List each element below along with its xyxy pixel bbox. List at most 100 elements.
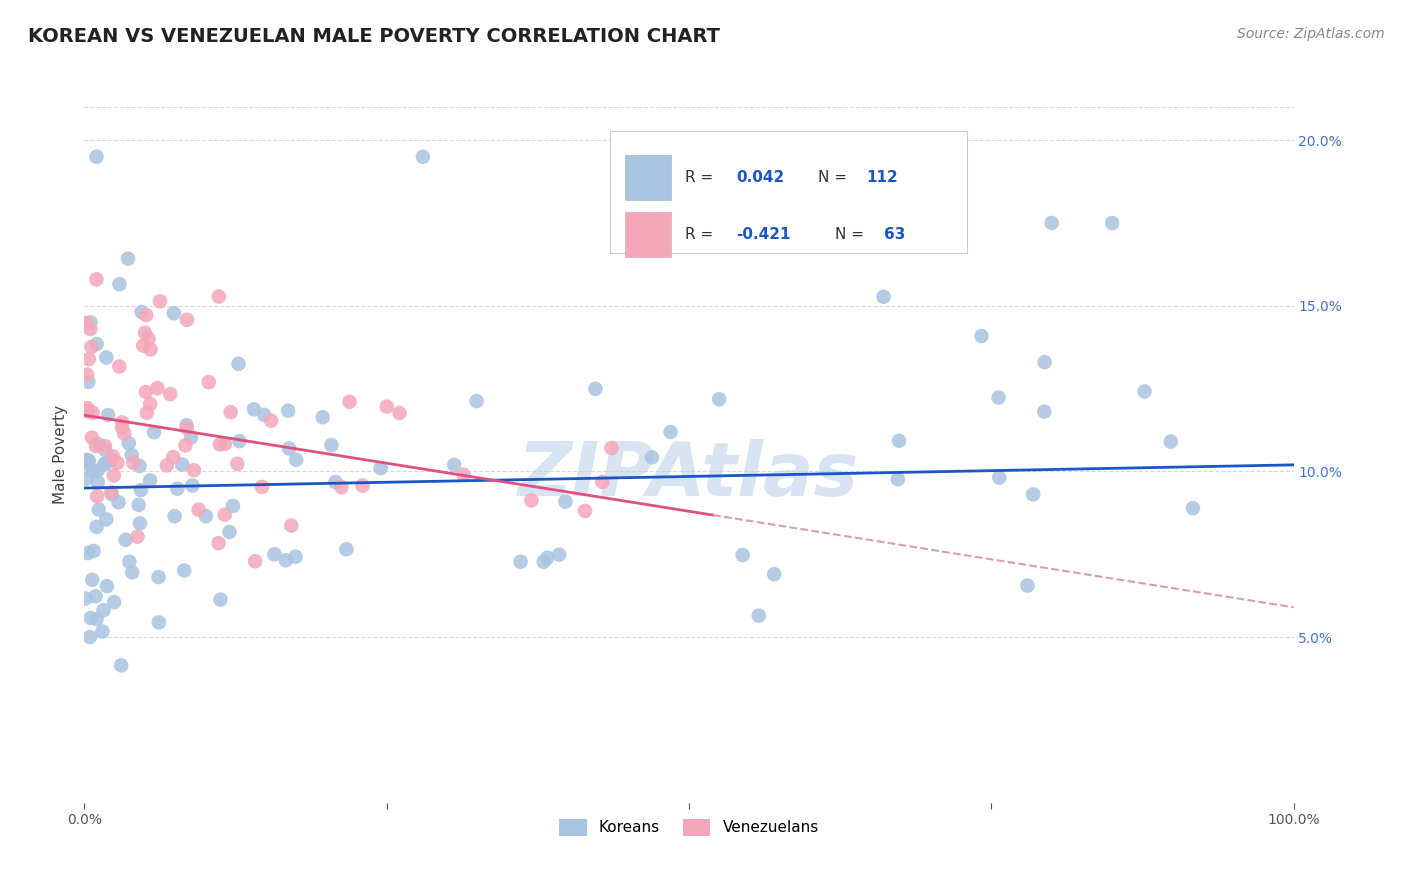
Point xyxy=(118,555,141,569)
Point xyxy=(96,512,118,526)
Point xyxy=(76,368,98,382)
Point xyxy=(176,418,198,433)
Point xyxy=(114,533,136,547)
Point xyxy=(159,387,181,401)
Point xyxy=(76,453,98,467)
Point xyxy=(253,408,276,422)
Point xyxy=(748,608,770,623)
Point xyxy=(321,438,343,452)
Point xyxy=(176,313,198,327)
Point xyxy=(82,465,104,479)
Point xyxy=(82,573,104,587)
Point xyxy=(103,468,125,483)
Point xyxy=(87,502,110,516)
Point xyxy=(207,536,229,550)
Point xyxy=(128,498,150,512)
Point xyxy=(763,567,786,582)
Point xyxy=(93,603,115,617)
Point xyxy=(804,215,827,229)
Point xyxy=(118,436,141,450)
Point xyxy=(600,441,623,455)
Point xyxy=(146,381,169,395)
Point xyxy=(156,458,179,473)
Point xyxy=(278,442,301,456)
Text: R =: R = xyxy=(685,170,718,186)
Point xyxy=(988,470,1011,484)
Point xyxy=(214,437,236,451)
Point xyxy=(284,549,307,564)
Point xyxy=(209,592,232,607)
Point xyxy=(174,438,197,452)
Point xyxy=(108,277,131,292)
Point xyxy=(180,431,202,445)
Point xyxy=(77,352,100,367)
Y-axis label: Male Poverty: Male Poverty xyxy=(53,405,69,505)
Point xyxy=(79,315,101,329)
Point xyxy=(1101,216,1123,230)
Point xyxy=(1040,216,1063,230)
Point xyxy=(122,456,145,470)
Point xyxy=(77,375,100,389)
Point xyxy=(112,426,135,441)
Point xyxy=(127,530,149,544)
Point xyxy=(84,589,107,603)
Point xyxy=(1033,355,1056,369)
Point xyxy=(87,475,110,490)
Point xyxy=(93,458,115,472)
Point xyxy=(129,516,152,531)
Point xyxy=(87,437,110,451)
Point xyxy=(280,518,302,533)
Point xyxy=(1181,501,1204,516)
Point xyxy=(181,478,204,492)
Point xyxy=(533,555,555,569)
Text: -0.421: -0.421 xyxy=(737,227,790,243)
Point xyxy=(163,509,186,524)
Point xyxy=(554,494,576,508)
Point xyxy=(128,458,150,473)
Point xyxy=(375,400,398,414)
Point xyxy=(1033,404,1056,418)
Point xyxy=(76,457,98,471)
Text: ZIPAtlas: ZIPAtlas xyxy=(519,439,859,512)
Point xyxy=(1022,487,1045,501)
Point xyxy=(1160,434,1182,449)
Point xyxy=(443,458,465,472)
Point xyxy=(103,595,125,609)
Point xyxy=(86,272,108,286)
Text: 112: 112 xyxy=(866,170,898,186)
Point xyxy=(79,611,101,625)
Point xyxy=(77,546,100,560)
Point xyxy=(707,392,730,406)
Point xyxy=(148,570,170,584)
Point xyxy=(641,150,664,164)
Point xyxy=(970,329,993,343)
Point xyxy=(659,425,682,439)
Point xyxy=(263,547,285,561)
Point xyxy=(370,461,392,475)
Point xyxy=(135,308,157,322)
Point xyxy=(75,453,97,467)
Point xyxy=(101,487,124,501)
Point xyxy=(75,591,97,606)
Point xyxy=(183,463,205,477)
Point xyxy=(86,520,108,534)
Point xyxy=(226,457,249,471)
Point xyxy=(222,499,245,513)
Point xyxy=(111,415,134,429)
Point xyxy=(352,478,374,492)
Point xyxy=(86,489,108,503)
Point xyxy=(94,439,117,453)
Point xyxy=(121,566,143,580)
Point xyxy=(412,150,434,164)
Point xyxy=(208,437,231,451)
Point xyxy=(1017,578,1039,592)
Point xyxy=(176,421,198,435)
Legend: Koreans, Venezuelans: Koreans, Venezuelans xyxy=(551,811,827,844)
Point xyxy=(80,340,103,354)
Text: 63: 63 xyxy=(883,227,905,243)
Point xyxy=(194,509,217,524)
Point xyxy=(312,410,335,425)
Point xyxy=(465,394,488,409)
Point xyxy=(117,252,139,266)
Point xyxy=(76,472,98,486)
